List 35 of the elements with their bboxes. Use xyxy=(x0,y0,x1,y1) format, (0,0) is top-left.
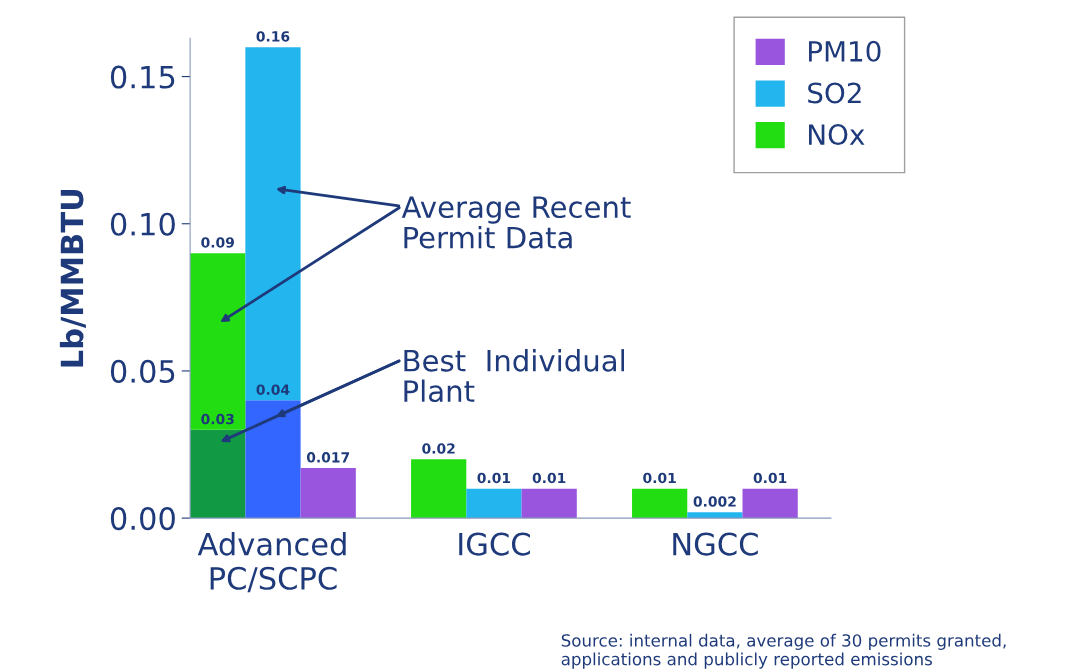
total-label: 0.16 xyxy=(256,31,290,42)
total-label: 0.017 xyxy=(306,452,350,463)
bar xyxy=(245,400,301,519)
bar xyxy=(742,488,798,519)
bar xyxy=(190,253,246,430)
total-label: 0.09 xyxy=(201,237,234,248)
total-label: 0.01 xyxy=(643,472,676,484)
legend-label: NOx xyxy=(809,124,865,146)
bar xyxy=(466,488,522,519)
y-tick-label: 0.05 xyxy=(110,359,175,383)
total-label: 0.01 xyxy=(477,472,511,484)
bar xyxy=(411,459,467,519)
y-tick-label: 0.00 xyxy=(110,507,175,531)
y-tick-label: 0.15 xyxy=(110,65,175,89)
legend-label: SO2 xyxy=(808,82,861,104)
legend-label: PM10 xyxy=(809,40,881,62)
annotation: Average Recent Permit Data xyxy=(401,196,631,249)
x-tick-label: Advanced PC/SCPC xyxy=(197,532,346,593)
source-note: Source: internal data, average of 30 permits granted, applications and publicly reported emissions xyxy=(561,633,1006,669)
total-label: 0.02 xyxy=(422,443,455,454)
data-label: 0.04 xyxy=(256,384,290,395)
y-tick-label: 0.10 xyxy=(110,212,175,236)
data-label: 0.03 xyxy=(201,413,234,425)
x-tick-label: NGCC xyxy=(673,532,758,556)
y-axis-title: Lb/MMBTU xyxy=(59,189,86,367)
total-label: 0.01 xyxy=(532,472,566,484)
bar xyxy=(190,429,246,519)
annotation: Best Individual Plant xyxy=(404,349,625,403)
total-label: 0.002 xyxy=(693,496,736,507)
bar xyxy=(245,47,301,401)
total-label: 0.01 xyxy=(753,472,787,484)
bar xyxy=(300,468,356,519)
x-tick-label: IGCC xyxy=(459,532,530,556)
bar xyxy=(521,488,577,519)
bar xyxy=(632,488,688,519)
